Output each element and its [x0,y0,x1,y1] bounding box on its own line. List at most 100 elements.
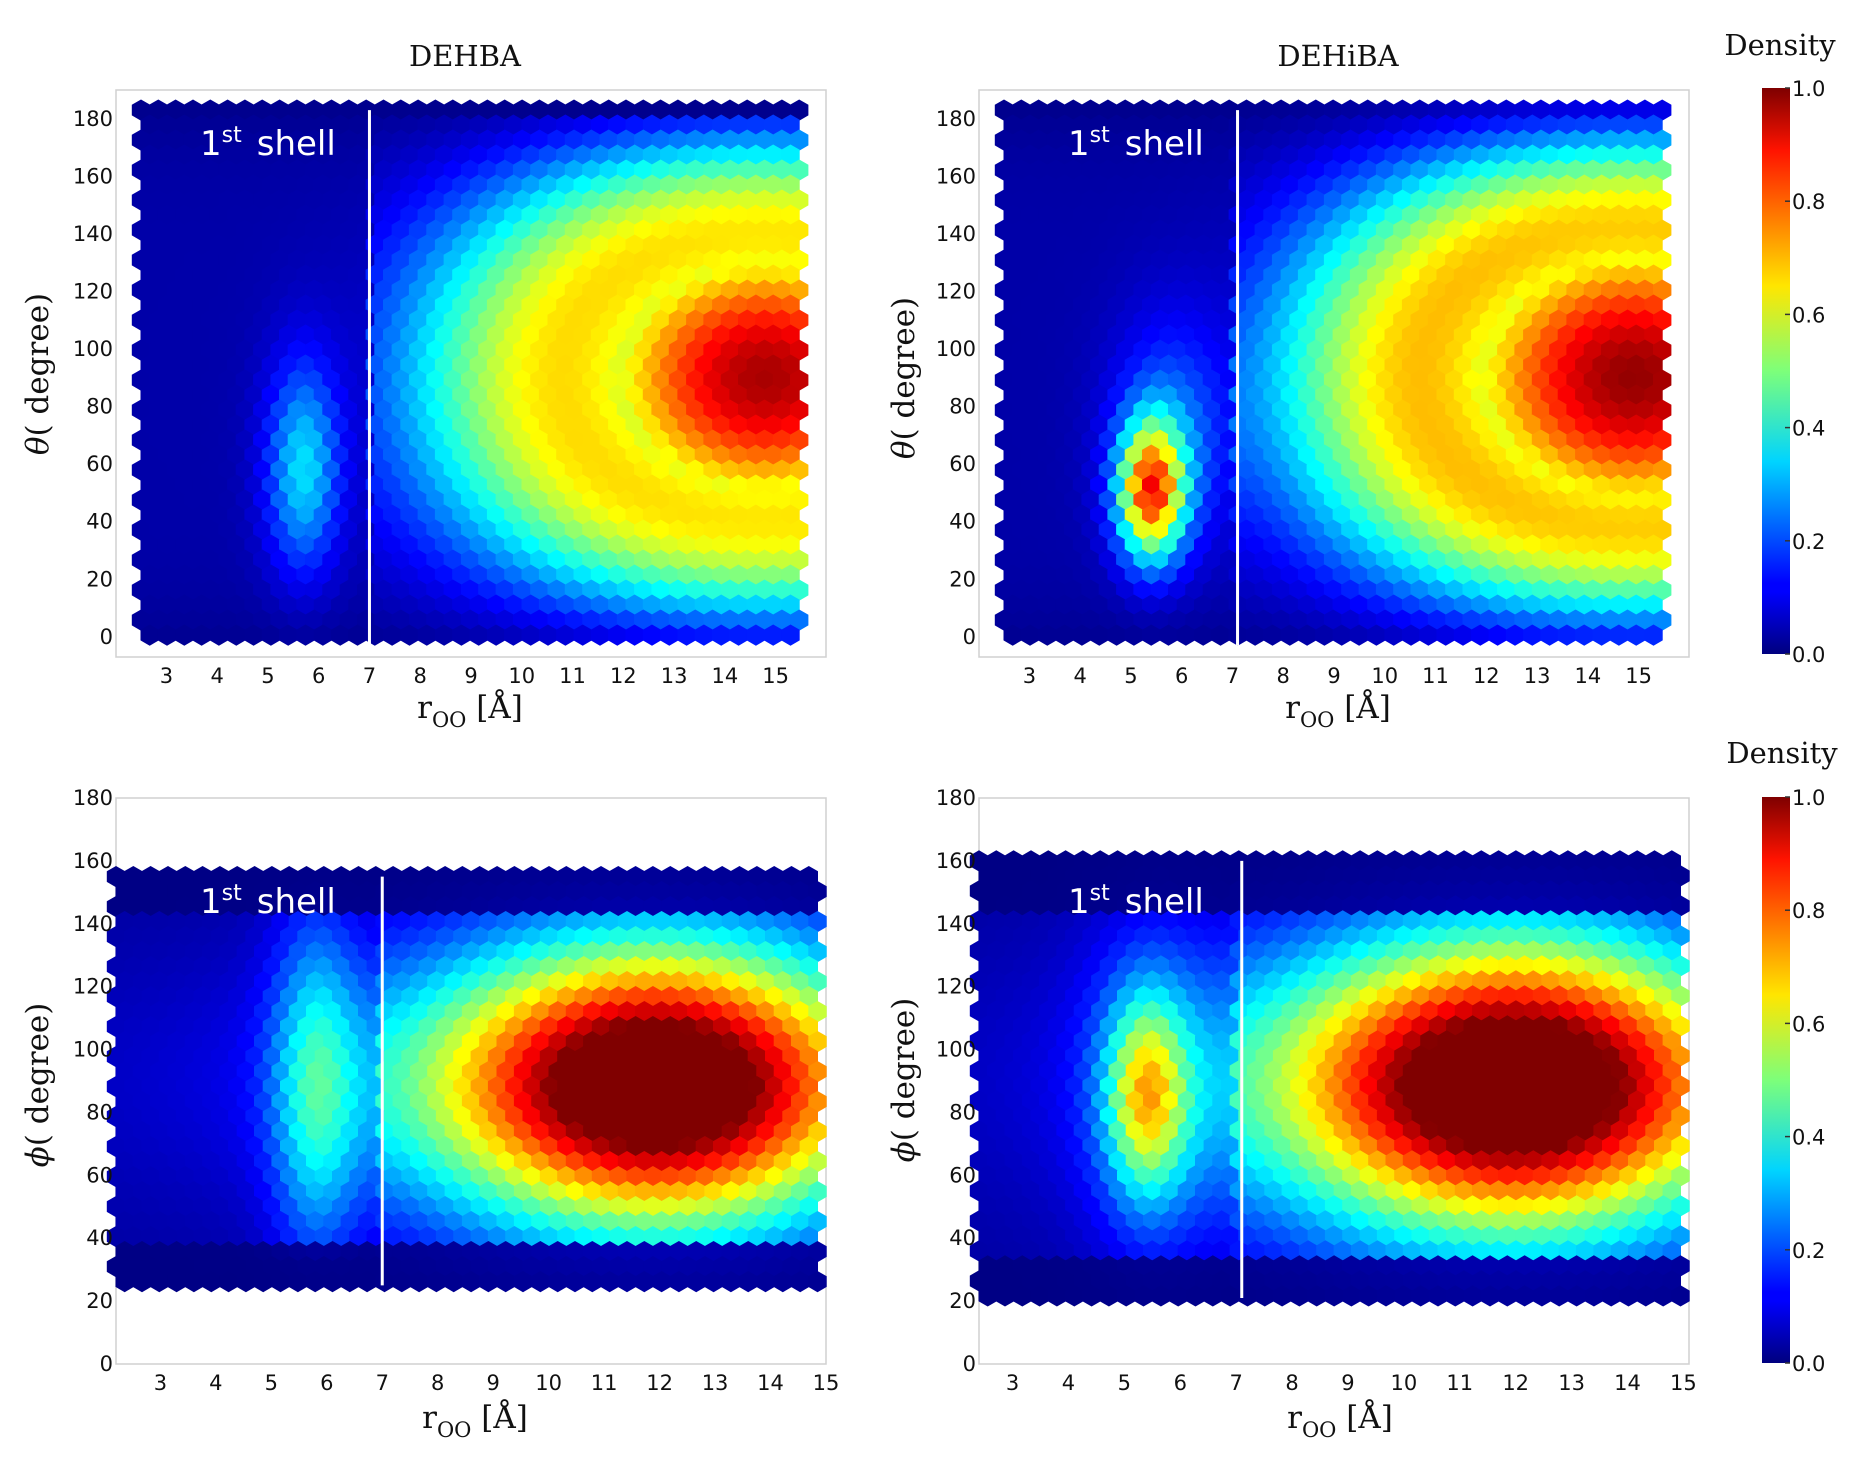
hex-cell [738,489,757,511]
hex-cell [573,114,592,136]
hex-cell [1020,204,1040,226]
hex-cell [625,294,644,316]
hex-cell [322,309,341,331]
hex-cell [504,264,523,286]
hex-cell [1514,369,1533,391]
hex-cell [1029,189,1048,211]
hex-cell [149,219,168,241]
y-tick-label: 120 [73,975,113,999]
hex-cell [530,159,549,181]
hex-cell [1375,279,1395,301]
hex-cell [1540,144,1559,166]
hex-cell [1401,264,1421,286]
hex-cell [599,339,618,361]
hex-cell [1635,219,1654,241]
x-tick-label: 7 [376,1371,389,1395]
hex-cell [1297,264,1317,286]
hex-cell [538,354,558,376]
hex-cell [426,549,445,571]
hex-cell [660,324,679,346]
hex-cell [1280,264,1299,286]
hex-cell [1549,399,1568,421]
hex-cell [1072,264,1092,286]
panel-dehiba-theta: DEHiBA 1st shell 3 4 5 6 7 8 9 10 11 12 13 14 15 0204… [886,39,1690,732]
hex-cell [391,219,410,241]
hex-cell [218,369,237,391]
hex-cell [313,144,332,166]
hex-cell [538,414,558,436]
hex-cell [599,399,618,421]
hex-cell [313,504,332,526]
hex-cell [270,129,289,151]
hex-cell [764,564,783,586]
hex-cell [530,459,549,481]
hex-cell [1505,324,1525,346]
hex-cell [1246,144,1265,166]
hex-cell [755,159,774,181]
hex-cell [201,579,220,601]
hex-cell [694,474,714,496]
hex-cell [1315,204,1334,226]
hex-cell [166,159,185,181]
hex-cell [1003,354,1022,376]
hex-cell [1644,384,1663,406]
hex-cell [1280,354,1299,376]
hex-cell [1211,414,1230,436]
x-tick-label: 6 [1175,664,1188,688]
hex-cell [608,534,627,556]
hex-cell [556,264,575,286]
hex-cell [175,114,194,136]
x-tick-label: 9 [1327,664,1340,688]
hex-cell [1375,219,1395,241]
hex-cell [1540,114,1559,136]
hex-cell [452,444,471,466]
hex-cell [261,534,281,556]
hex-cell [781,354,800,376]
hex-cell [400,594,419,616]
hex-cell [331,204,350,226]
hex-cell [1289,399,1308,421]
hex-cell [1445,399,1464,421]
hex-cell [625,474,644,496]
hex-cell [521,474,540,496]
hex-cell [209,414,229,436]
hex-cell [1012,279,1031,301]
hex-cell [738,339,757,361]
hex-cell [1280,324,1299,346]
hex-cell [1116,99,1135,121]
hex-cell [703,279,722,301]
hex-cell [538,534,558,556]
hex-cell [1315,384,1334,406]
y-tick-label: 0 [100,1352,113,1376]
hex-cell [781,594,800,616]
hex-cell [599,429,618,451]
hex-cell [1211,354,1230,376]
hex-cell [608,144,627,166]
hex-cell [686,159,705,181]
hex-cell [556,564,575,586]
hex-cell [1003,204,1022,226]
hex-cell [460,489,480,511]
hex-cell [1531,129,1551,151]
hex-cell [755,579,774,601]
x-tick-label: 5 [1124,664,1137,688]
hex-cell [495,369,514,391]
hex-cell [1401,114,1421,136]
x-tick-label: 11 [1422,664,1449,688]
hex-cell [772,249,791,271]
hex-cell [140,414,159,436]
hex-cell [564,489,584,511]
hex-cell [608,384,627,406]
hex-cell [322,399,341,421]
hex-cell [1323,309,1343,331]
x-tick-label: 7 [1226,664,1239,688]
hex-cell [1168,129,1187,151]
hex-cell [417,504,436,526]
hex-cell [486,204,506,226]
hex-cell [668,99,688,121]
hex-cell [270,159,289,181]
hex-cell [235,129,255,151]
hex-cell [651,609,670,631]
hex-cell [1246,294,1265,316]
hex-cell [1254,189,1273,211]
